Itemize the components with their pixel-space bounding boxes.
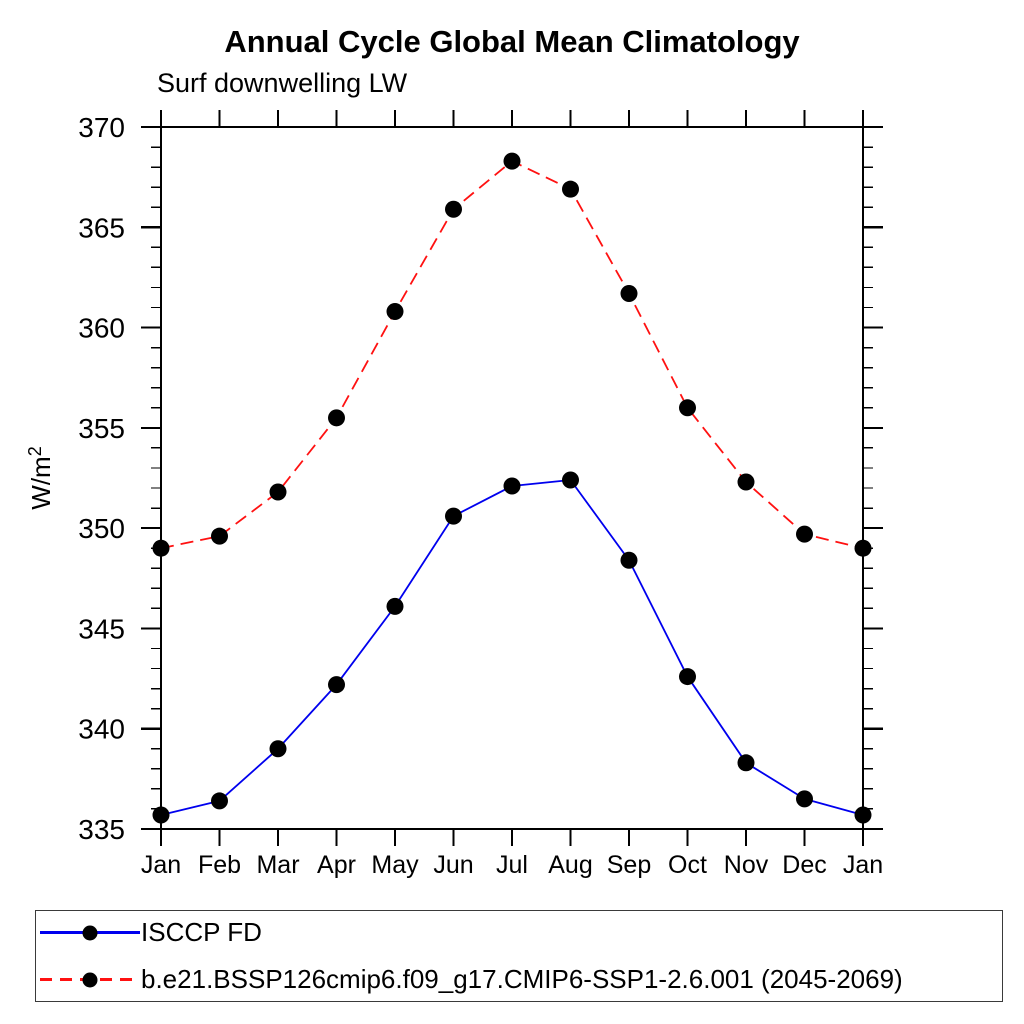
data-point	[328, 676, 345, 694]
x-tick-label: May	[371, 851, 419, 879]
x-tick-label: Nov	[724, 851, 769, 879]
data-point	[796, 525, 813, 543]
y-axis-title-text: W/m2	[25, 446, 56, 509]
x-tick-label: Jan	[843, 851, 883, 879]
data-point	[620, 284, 638, 302]
circle-marker-icon	[82, 972, 98, 987]
data-point	[328, 409, 345, 427]
x-tick-label: Aug	[548, 851, 592, 879]
legend-line-sample-solid-blue	[40, 925, 140, 940]
data-point	[737, 473, 755, 491]
data-point	[679, 399, 696, 417]
x-tick-label: Jun	[433, 851, 473, 879]
series-0-line	[160, 479, 864, 816]
x-tick-label: Sep	[607, 851, 651, 879]
chart-subtitle: Surf downwelling LW	[157, 68, 408, 98]
x-tick-label: Mar	[256, 851, 299, 879]
circle-marker-icon	[82, 925, 98, 940]
x-tick-label: Jul	[496, 851, 528, 879]
y-tick-label: 335	[78, 814, 125, 845]
legend-line-sample-dashed-red	[40, 972, 140, 987]
y-tick-label: 350	[78, 513, 125, 544]
x-tick-label: Dec	[782, 851, 826, 879]
x-tick-label: Oct	[668, 851, 707, 879]
y-tick-label: 355	[78, 413, 125, 444]
data-point	[679, 668, 696, 686]
data-point	[503, 152, 521, 170]
legend-entry-isccp: ISCCP FD	[36, 914, 1002, 952]
data-point	[211, 792, 228, 810]
chart-title: Annual Cycle Global Mean Climatology	[224, 24, 800, 59]
data-point	[503, 477, 521, 495]
data-point	[737, 754, 755, 772]
data-point	[386, 303, 404, 321]
data-point	[152, 539, 170, 557]
data-point	[445, 507, 462, 525]
data-point	[269, 740, 287, 758]
y-tick-label: 345	[78, 613, 125, 644]
data-point	[445, 200, 462, 218]
legend-box: ISCCP FD b.e21.BSSP126cmip6.f09_g17.CMIP…	[35, 910, 1003, 1002]
y-axis-tick-labels: 335 340 345 350 355 360 365 370	[78, 112, 125, 845]
x-tick-label: Jan	[141, 851, 181, 879]
legend-entry-label: ISCCP FD	[141, 917, 262, 947]
data-point	[854, 539, 872, 557]
data-point	[562, 180, 579, 198]
x-tick-label: Feb	[198, 851, 241, 879]
data-point	[211, 527, 228, 545]
data-point	[562, 471, 579, 489]
x-tick-label: Apr	[317, 851, 356, 879]
y-tick-label: 365	[78, 212, 125, 243]
series-markers	[152, 152, 872, 824]
data-point	[796, 790, 813, 808]
data-point	[620, 551, 638, 569]
data-point	[152, 806, 170, 824]
y-axis-title: W/m2	[25, 446, 56, 509]
y-tick-label: 370	[78, 112, 125, 143]
legend-entry-label: b.e21.BSSP126cmip6.f09_g17.CMIP6-SSP1-2.…	[141, 964, 903, 994]
data-point	[386, 597, 404, 615]
y-tick-label: 340	[78, 714, 125, 745]
x-axis-tick-labels: Jan Feb Mar Apr May Jun Jul Aug Sep Oct Nov Dec Jan	[141, 851, 883, 879]
data-point	[854, 806, 872, 824]
y-tick-label: 360	[78, 313, 125, 344]
data-point	[269, 483, 287, 501]
legend-entry-model: b.e21.BSSP126cmip6.f09_g17.CMIP6-SSP1-2.…	[36, 961, 1002, 999]
x-axis-ticks	[160, 110, 864, 846]
y-axis-ticks	[141, 125, 883, 831]
plot-svg: 335 340 345 350 355 360 365 370 Jan Feb Mar Apr May…	[25, 110, 883, 879]
